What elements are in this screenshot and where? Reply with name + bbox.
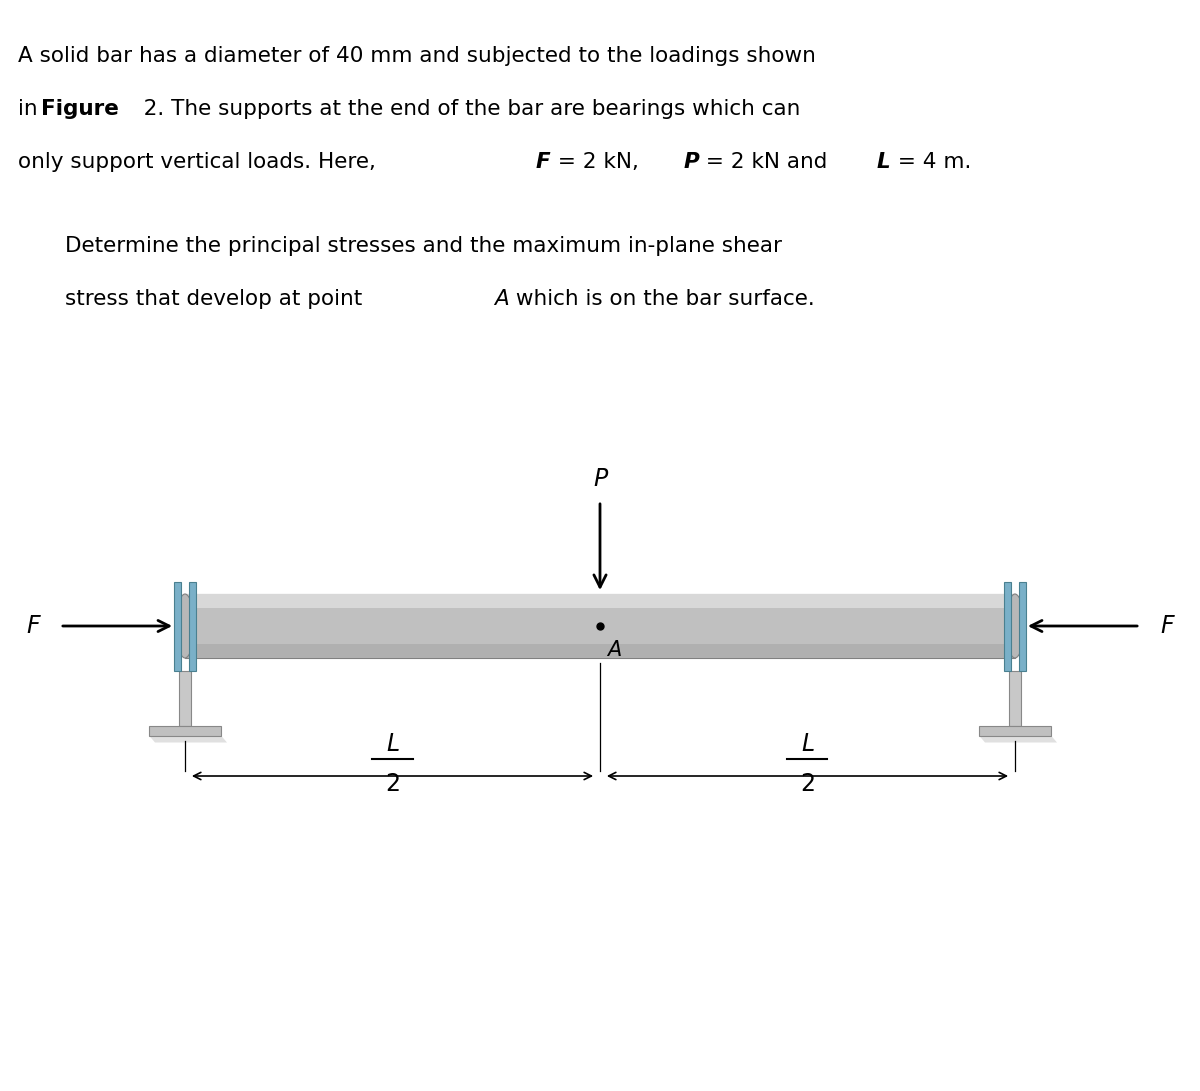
Polygon shape [979,726,1051,735]
Polygon shape [149,735,227,743]
Text: L: L [386,732,400,756]
Polygon shape [1004,582,1012,671]
Polygon shape [1009,671,1021,726]
Polygon shape [185,644,1015,658]
Text: F: F [26,614,40,638]
Text: A: A [607,640,622,660]
Text: L: L [876,152,890,172]
Text: P: P [684,152,700,172]
Text: A solid bar has a diameter of 40 mm and subjected to the loadings shown: A solid bar has a diameter of 40 mm and … [18,46,816,65]
Text: F: F [1160,614,1174,638]
Text: Determine the principal stresses and the maximum in-plane shear: Determine the principal stresses and the… [65,236,782,256]
Text: stress that develop at point: stress that develop at point [65,289,370,309]
Ellipse shape [176,594,194,658]
Text: = 2 kN and: = 2 kN and [698,152,834,172]
Polygon shape [1019,582,1026,671]
Polygon shape [185,594,1015,609]
Text: only support vertical loads. Here,: only support vertical loads. Here, [18,152,383,172]
Text: Figure: Figure [41,99,119,119]
Polygon shape [185,594,1015,658]
Text: in: in [18,99,44,119]
Text: L: L [800,732,814,756]
Polygon shape [149,726,221,735]
Text: which is on the bar surface.: which is on the bar surface. [509,289,815,309]
Text: = 2 kN,: = 2 kN, [551,152,646,172]
Text: = 4 m.: = 4 m. [892,152,972,172]
Text: 2: 2 [385,772,400,796]
Polygon shape [190,582,196,671]
Text: P: P [593,467,607,491]
Text: 2: 2 [800,772,815,796]
Polygon shape [179,671,191,726]
Polygon shape [174,582,181,671]
Text: A: A [494,289,509,309]
Ellipse shape [1006,594,1024,658]
Polygon shape [979,735,1057,743]
Text: F: F [536,152,551,172]
Text: 2. The supports at the end of the bar are bearings which can: 2. The supports at the end of the bar ar… [124,99,800,119]
